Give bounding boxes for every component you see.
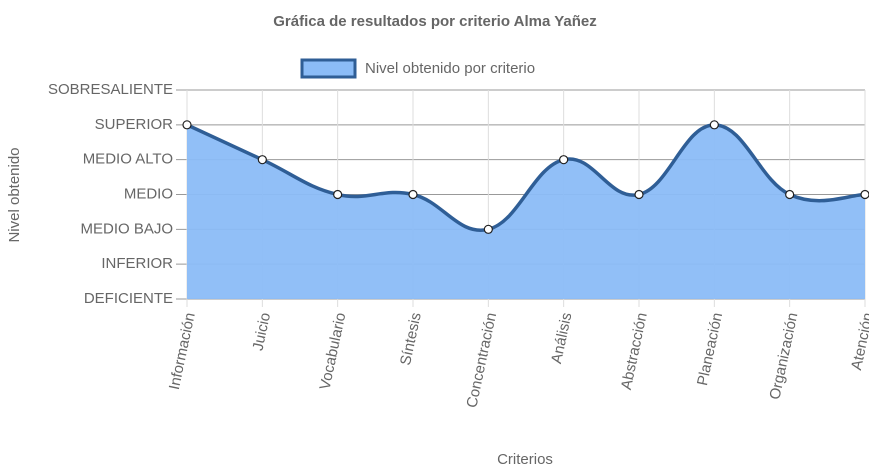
point bbox=[860, 189, 869, 200]
y-tick-label: MEDIO bbox=[124, 185, 173, 202]
y-tick-label: MEDIO ALTO bbox=[83, 151, 173, 168]
x-axis-title: Criterios bbox=[497, 451, 553, 468]
x-tick-label: Atención bbox=[848, 311, 869, 372]
x-tick-label: Planeación bbox=[694, 311, 726, 387]
x-tick-label: Síntesis bbox=[397, 311, 425, 367]
point bbox=[634, 189, 644, 200]
point bbox=[182, 120, 192, 130]
area bbox=[187, 124, 865, 299]
y-tick-label: SUPERIOR bbox=[95, 116, 174, 133]
y-tick-label: SOBRESALIENTE bbox=[48, 81, 173, 98]
legend-swatch bbox=[300, 58, 357, 79]
x-tick-label: Vocabulario bbox=[317, 311, 350, 391]
chart-title: Gráfica de resultados por criterio Alma … bbox=[273, 13, 596, 30]
x-tick-label: Organización bbox=[766, 311, 801, 401]
legend-label: Nivel obtenido por criterio bbox=[365, 60, 535, 77]
point bbox=[257, 155, 267, 165]
point bbox=[709, 120, 719, 130]
point bbox=[559, 155, 569, 165]
x-tick-label: Concentración bbox=[463, 311, 500, 409]
point bbox=[483, 224, 493, 234]
y-tick-label: DEFICIENTE bbox=[84, 290, 173, 307]
point bbox=[408, 189, 418, 200]
x-tick-label: Información bbox=[166, 311, 199, 391]
x-tick-label: Juicio bbox=[250, 311, 275, 352]
line bbox=[186, 123, 866, 232]
x-tick-label: Análisis bbox=[548, 311, 575, 365]
x-tick-label: Abstracción bbox=[618, 311, 651, 391]
y-axis-title: Nivel obtenido bbox=[6, 147, 23, 242]
point bbox=[333, 189, 343, 200]
y-tick-label: INFERIOR bbox=[101, 255, 173, 272]
point bbox=[785, 189, 795, 200]
y-tick-label: MEDIO BAJO bbox=[80, 220, 173, 237]
